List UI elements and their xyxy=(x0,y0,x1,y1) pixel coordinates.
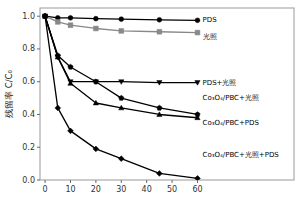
point-marker xyxy=(119,17,124,22)
y-tick-label: 0.2 xyxy=(22,143,35,152)
y-tick xyxy=(37,81,40,82)
x-axis: 0 10 20 30 40 50 60 xyxy=(43,180,203,194)
series-line xyxy=(45,16,197,32)
y-tick-label: 0.8 xyxy=(22,44,35,53)
point-marker xyxy=(195,175,201,180)
series xyxy=(42,14,200,120)
x-tick xyxy=(45,180,46,183)
x-tick-label: 20 xyxy=(91,185,101,194)
x-tick-label: 60 xyxy=(192,185,202,194)
inline-label: Co₃O₄/PBC+光照 xyxy=(203,94,259,102)
y-tick-label: 0.6 xyxy=(22,77,35,86)
inline-label: Co₃O₄/PBC+PDS xyxy=(203,119,260,127)
point-marker xyxy=(157,81,162,86)
series-line xyxy=(45,16,197,118)
point-marker xyxy=(119,105,124,110)
series xyxy=(42,13,200,116)
point-marker xyxy=(157,112,162,117)
point-marker xyxy=(68,15,73,20)
x-tick xyxy=(95,180,96,183)
point-marker xyxy=(68,23,73,28)
x-tick xyxy=(146,180,147,183)
series-line xyxy=(45,16,197,178)
point-marker xyxy=(119,95,124,100)
point-marker xyxy=(43,14,48,19)
point-marker xyxy=(195,81,200,86)
point-marker xyxy=(93,100,98,105)
series xyxy=(43,14,200,35)
point-marker xyxy=(157,171,163,177)
point-marker xyxy=(43,14,48,19)
x-tick-label: 10 xyxy=(65,185,75,194)
point-marker xyxy=(93,16,98,21)
annotations: PDS 光照 PDS+光照 Co₃O₄/PBC+光照 Co₃O₄/PBC+PDS Co₃O… xyxy=(203,16,280,159)
point-marker xyxy=(42,13,47,18)
x-tick xyxy=(70,180,71,183)
point-marker xyxy=(157,105,162,110)
point-marker xyxy=(68,64,73,69)
x-tick xyxy=(121,180,122,183)
point-marker xyxy=(55,55,60,60)
y-tick-label: 0.4 xyxy=(22,110,35,119)
inline-label: Co₃O₄/PBC+光照+PDS xyxy=(203,151,280,159)
series-line xyxy=(45,16,197,82)
point-marker xyxy=(55,20,60,25)
point-marker xyxy=(157,29,162,34)
y-tick xyxy=(37,16,40,17)
point-marker xyxy=(93,146,99,152)
y-tick xyxy=(37,147,40,148)
y-axis: 0.0 0.2 0.4 0.6 0.8 1.0 xyxy=(22,12,40,185)
x-tick-label: 50 xyxy=(167,185,177,194)
series-line xyxy=(45,16,197,114)
point-marker xyxy=(119,29,124,34)
plot-frame xyxy=(40,8,294,180)
y-tick-label: 1.0 xyxy=(22,12,35,21)
x-tick xyxy=(197,180,198,183)
y-axis-label: 残留率 C/C₀ xyxy=(4,69,14,117)
point-marker xyxy=(93,79,98,84)
x-tick-label: 30 xyxy=(116,185,126,194)
point-marker xyxy=(93,26,98,31)
x-tick-label: 40 xyxy=(142,185,152,194)
point-marker xyxy=(68,81,73,86)
point-marker xyxy=(157,17,162,22)
chart: 0.0 0.2 0.4 0.6 0.8 1.0 0 10 20 30 40 50 60 残留率 C/C₀ P… xyxy=(0,0,300,200)
y-tick xyxy=(37,114,40,115)
y-tick xyxy=(37,180,40,181)
point-marker xyxy=(195,30,200,35)
inline-label: PDS xyxy=(203,16,218,24)
inline-label: PDS+光照 xyxy=(203,79,237,87)
series xyxy=(42,13,200,180)
plot-data xyxy=(42,13,200,180)
y-tick-label: 0.0 xyxy=(22,176,35,185)
y-tick xyxy=(37,48,40,49)
point-marker xyxy=(119,80,124,85)
point-marker xyxy=(42,14,47,19)
x-tick-label: 0 xyxy=(43,185,48,194)
x-tick xyxy=(172,180,173,183)
point-marker xyxy=(195,115,200,120)
inline-label: 光照 xyxy=(203,33,217,41)
point-marker xyxy=(195,18,200,23)
point-marker xyxy=(55,105,61,111)
point-marker xyxy=(118,156,124,162)
point-marker xyxy=(68,128,74,134)
point-marker xyxy=(42,13,48,19)
point-marker xyxy=(93,80,98,85)
series xyxy=(43,14,200,23)
point-marker xyxy=(42,14,47,19)
